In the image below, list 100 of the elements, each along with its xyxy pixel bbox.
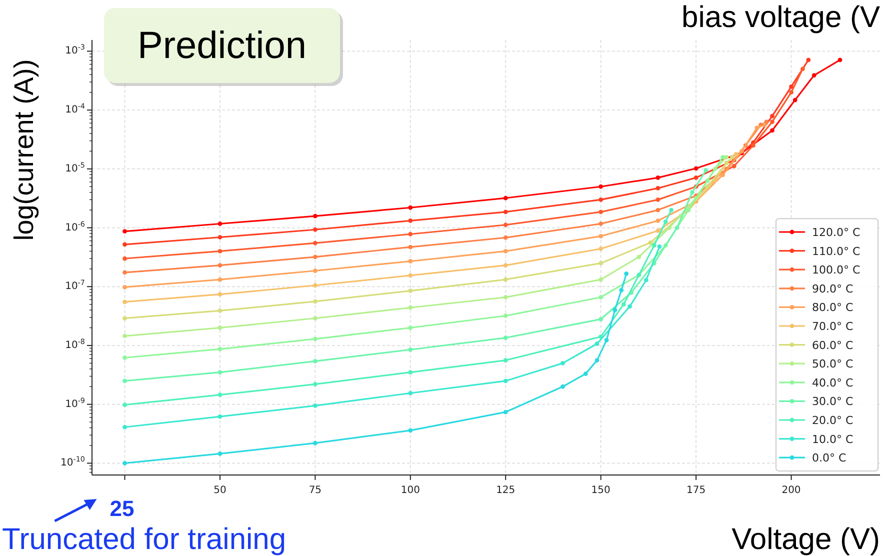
point xyxy=(122,424,127,430)
point xyxy=(312,283,318,288)
point xyxy=(218,292,222,297)
annotation: Prediction xyxy=(138,25,306,67)
point xyxy=(218,414,222,419)
point xyxy=(408,288,413,293)
legend-label: 40.0° C xyxy=(812,376,854,390)
point xyxy=(122,242,127,247)
point xyxy=(312,403,318,408)
point xyxy=(122,284,127,290)
point xyxy=(812,73,816,78)
point xyxy=(218,263,222,268)
point xyxy=(312,299,318,304)
point xyxy=(694,166,698,171)
legend-label: 80.0° C xyxy=(812,301,854,314)
point xyxy=(312,254,318,260)
point xyxy=(408,370,413,375)
y-tick-label: 10$^{-7}$ xyxy=(65,278,85,292)
point xyxy=(503,358,508,362)
point xyxy=(598,222,604,226)
point xyxy=(408,205,413,210)
point xyxy=(598,261,604,266)
point xyxy=(594,358,600,362)
point xyxy=(619,288,624,292)
point xyxy=(669,208,674,212)
legend-label: 0.0° C xyxy=(812,452,846,465)
legend-label: 110.0° C xyxy=(812,244,860,258)
point xyxy=(663,220,668,224)
x-tick-label: 200 xyxy=(782,485,801,496)
legend-label: 10.0° C xyxy=(812,432,854,446)
legend-label: 30.0° C xyxy=(812,395,854,408)
point xyxy=(770,114,774,118)
point xyxy=(598,277,604,282)
point xyxy=(218,235,222,240)
y-tick-label: 10$^{-10}$ xyxy=(60,454,86,469)
point xyxy=(122,402,127,408)
point xyxy=(628,304,632,309)
point xyxy=(604,338,609,342)
legend-label: 90.0° C xyxy=(812,282,854,296)
point xyxy=(583,372,588,376)
point xyxy=(648,240,653,245)
legend-label: 70.0° C xyxy=(812,320,854,333)
point xyxy=(656,228,660,233)
point xyxy=(694,175,698,180)
x-tick-label: 150 xyxy=(591,485,610,496)
point xyxy=(657,244,662,249)
point xyxy=(408,305,413,310)
point xyxy=(730,155,734,160)
point xyxy=(598,295,604,300)
y-tick-label: 10$^{-6}$ xyxy=(65,218,86,234)
point xyxy=(598,234,604,238)
point xyxy=(621,302,626,307)
point xyxy=(598,246,604,251)
point xyxy=(218,370,222,375)
point xyxy=(408,428,413,433)
point xyxy=(624,271,629,276)
point xyxy=(636,254,642,260)
x-axis-title: Voltage (V) xyxy=(732,523,880,556)
point xyxy=(503,277,508,282)
point xyxy=(838,58,842,62)
point xyxy=(408,347,413,352)
point xyxy=(503,222,508,228)
point xyxy=(312,336,318,342)
point xyxy=(770,120,774,124)
point xyxy=(656,218,660,223)
y-tick-label: 10$^{-5}$ xyxy=(65,160,85,174)
point xyxy=(754,126,760,130)
point xyxy=(724,155,729,160)
point xyxy=(800,66,805,72)
point xyxy=(652,243,656,248)
point xyxy=(612,308,618,312)
point xyxy=(312,214,318,218)
point xyxy=(667,226,672,230)
point xyxy=(705,184,710,189)
point xyxy=(720,155,725,160)
point xyxy=(312,227,318,232)
point xyxy=(598,210,604,214)
point xyxy=(560,384,565,389)
point xyxy=(218,248,222,254)
point xyxy=(732,164,736,168)
point xyxy=(674,226,680,230)
x-tick-label: 75 xyxy=(308,485,322,496)
point xyxy=(122,316,127,320)
y-tick-label: 10$^{-3}$ xyxy=(65,42,85,57)
point xyxy=(750,143,756,148)
point xyxy=(312,440,318,446)
point xyxy=(789,90,794,95)
legend-label: 60.0° C xyxy=(812,338,854,352)
point xyxy=(408,244,413,250)
y-axis-title: log(current (A)) xyxy=(9,59,39,241)
point xyxy=(122,229,127,234)
point xyxy=(312,382,318,386)
point xyxy=(503,336,508,340)
legend-label: 20.0° C xyxy=(812,414,854,427)
point xyxy=(218,451,222,456)
point xyxy=(218,222,222,226)
point xyxy=(690,190,694,195)
text: Truncated for training xyxy=(2,523,286,556)
x-tick-label: 125 xyxy=(496,485,516,496)
point xyxy=(122,300,127,304)
